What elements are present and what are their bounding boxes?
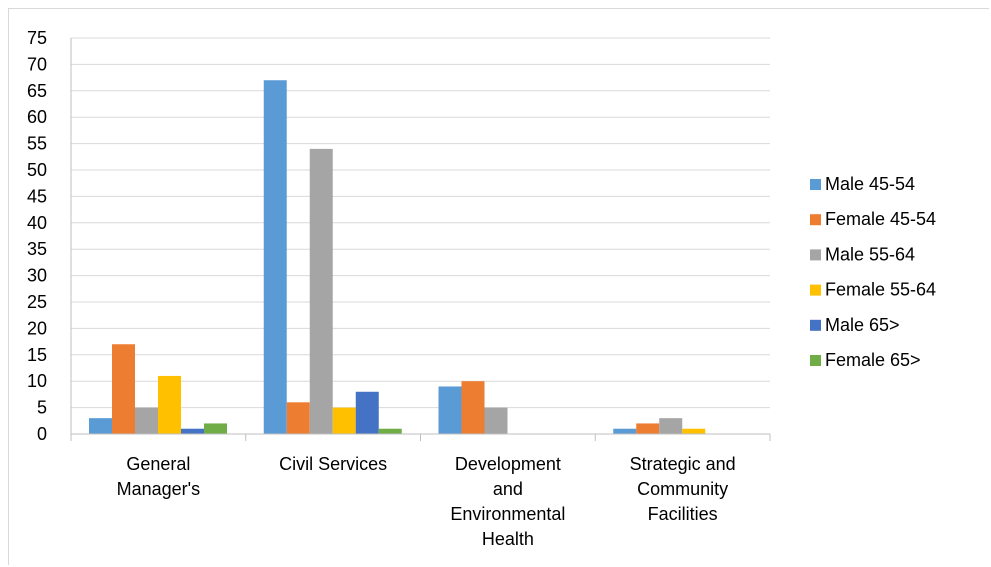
legend-label: Female 65> bbox=[825, 350, 921, 370]
x-category-label: Community bbox=[637, 479, 728, 499]
bar-male-65-1 bbox=[355, 391, 379, 434]
legend-label: Male 55-64 bbox=[825, 244, 915, 264]
y-tick-label: 65 bbox=[27, 81, 47, 101]
bar-male-55-64-2 bbox=[484, 407, 508, 434]
legend-swatch bbox=[810, 179, 821, 190]
bar-female-55-64-0 bbox=[158, 375, 181, 434]
legend-label: Female 55-64 bbox=[825, 280, 936, 300]
y-tick-label: 25 bbox=[27, 292, 47, 312]
bar-male-45-54-3 bbox=[613, 428, 637, 434]
bar-male-55-64-1 bbox=[309, 148, 333, 434]
chart-frame bbox=[8, 8, 989, 565]
x-category-label: Facilities bbox=[648, 504, 718, 524]
bars bbox=[89, 80, 706, 435]
bar-female-65-0 bbox=[204, 423, 227, 434]
y-tick-label: 35 bbox=[27, 239, 47, 259]
bar-male-55-64-3 bbox=[659, 418, 683, 434]
y-axis-tick-labels: 0 5 10 15 20 25 30 35 40 45 50 55 60 65 70 75 bbox=[27, 28, 47, 444]
x-axis-category-labels: General Manager's Civil Services Developmen… bbox=[117, 454, 736, 549]
legend-swatch bbox=[810, 355, 821, 366]
y-tick-label: 45 bbox=[27, 186, 47, 206]
bar-female-45-54-2 bbox=[461, 381, 485, 434]
y-tick-label: 60 bbox=[27, 107, 47, 127]
legend-label: Male 45-54 bbox=[825, 174, 915, 194]
y-tick-label: 5 bbox=[37, 398, 47, 418]
y-tick-label: 55 bbox=[27, 134, 47, 154]
y-tick-label: 40 bbox=[27, 213, 47, 233]
x-category-label: Strategic and bbox=[630, 454, 736, 474]
bar-female-65-1 bbox=[378, 428, 402, 434]
bar-male-55-64-0 bbox=[135, 407, 158, 434]
x-category-label: General bbox=[126, 454, 190, 474]
y-tick-label: 20 bbox=[27, 318, 47, 338]
axes bbox=[70, 38, 771, 441]
y-tick-label: 30 bbox=[27, 266, 47, 286]
legend-swatch bbox=[810, 214, 821, 226]
legend-label: Female 45-54 bbox=[825, 209, 936, 229]
y-tick-label: 10 bbox=[27, 371, 47, 391]
x-category-label: Development bbox=[455, 454, 561, 474]
y-tick-label: 70 bbox=[27, 54, 47, 74]
y-tick-label: 0 bbox=[37, 424, 47, 444]
gridlines bbox=[71, 37, 770, 409]
legend-swatch bbox=[810, 319, 821, 331]
x-category-label: Civil Services bbox=[279, 454, 387, 474]
bar-female-45-54-1 bbox=[286, 402, 310, 434]
legend-swatch bbox=[810, 284, 821, 296]
bar-male-45-54-2 bbox=[438, 386, 462, 434]
y-tick-label: 15 bbox=[27, 345, 47, 365]
legend-swatch bbox=[810, 249, 821, 261]
bar-male-45-54-0 bbox=[89, 418, 112, 434]
y-tick-label: 50 bbox=[27, 160, 47, 180]
x-category-label: Environmental bbox=[450, 504, 565, 524]
bar-female-55-64-1 bbox=[332, 407, 356, 434]
x-category-label: Health bbox=[482, 529, 534, 549]
legend: Male 45-54 Female 45-54 Male 55-64 Female 5… bbox=[810, 174, 936, 370]
bar-male-45-54-1 bbox=[263, 80, 287, 435]
bar-female-45-54-3 bbox=[636, 423, 660, 434]
legend-label: Male 65> bbox=[825, 315, 900, 335]
bar-female-55-64-3 bbox=[682, 428, 706, 434]
x-category-label: Manager's bbox=[117, 479, 200, 499]
x-category-label: and bbox=[493, 479, 523, 499]
bar-female-45-54-0 bbox=[112, 344, 135, 434]
y-tick-label: 75 bbox=[27, 28, 47, 48]
bar-male-65-0 bbox=[181, 428, 204, 434]
